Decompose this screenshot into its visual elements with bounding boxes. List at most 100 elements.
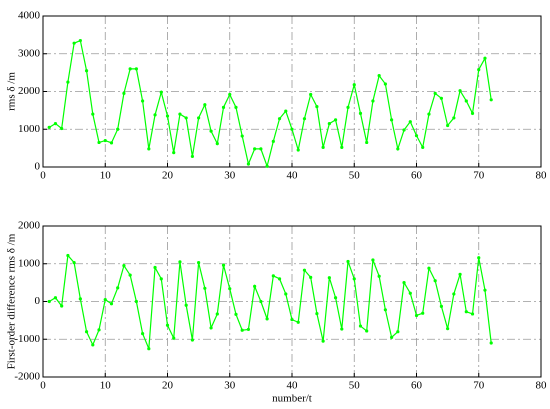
data-point bbox=[321, 339, 325, 343]
data-point bbox=[327, 276, 331, 280]
data-point bbox=[346, 259, 350, 264]
data-point bbox=[371, 99, 375, 103]
data-point bbox=[165, 323, 170, 327]
data-point bbox=[284, 109, 288, 113]
data-point bbox=[333, 296, 338, 300]
data-point bbox=[377, 74, 381, 78]
x-tick-label: 0 bbox=[40, 170, 46, 182]
data-point bbox=[290, 318, 294, 322]
data-point bbox=[84, 330, 89, 334]
data-point bbox=[358, 324, 363, 328]
data-point bbox=[377, 274, 381, 278]
data-point bbox=[271, 274, 275, 278]
data-point bbox=[277, 277, 282, 281]
data-point bbox=[439, 304, 443, 309]
data-point bbox=[47, 299, 51, 304]
x-axis-label: number/t bbox=[272, 393, 312, 405]
data-point bbox=[433, 91, 437, 95]
data-point bbox=[296, 320, 300, 324]
data-point bbox=[402, 281, 406, 285]
data-point bbox=[72, 41, 76, 45]
data-point bbox=[483, 288, 487, 292]
y-tick-label: 4000 bbox=[18, 10, 41, 22]
data-point bbox=[489, 98, 493, 102]
data-point bbox=[103, 298, 107, 302]
data-point bbox=[296, 148, 300, 152]
data-point bbox=[215, 312, 219, 316]
data-point bbox=[153, 113, 157, 117]
data-point bbox=[91, 343, 95, 347]
data-point bbox=[165, 114, 170, 118]
data-point bbox=[215, 141, 219, 146]
data-point bbox=[53, 296, 58, 300]
y-tick-label: 2000 bbox=[18, 85, 41, 97]
data-point bbox=[72, 261, 76, 265]
data-point bbox=[109, 302, 114, 306]
x-tick-label: 70 bbox=[473, 380, 485, 392]
data-point bbox=[116, 127, 120, 131]
data-point bbox=[122, 264, 126, 268]
data-point bbox=[352, 277, 356, 281]
data-point bbox=[396, 330, 400, 334]
data-point bbox=[259, 147, 263, 151]
data-point bbox=[240, 328, 244, 332]
data-point bbox=[427, 112, 431, 116]
data-point bbox=[66, 253, 70, 258]
data-point bbox=[408, 291, 412, 295]
data-point bbox=[190, 338, 194, 342]
data-point bbox=[309, 275, 313, 279]
data-point bbox=[128, 273, 132, 277]
data-point bbox=[78, 297, 82, 301]
data-point bbox=[228, 287, 232, 291]
x-tick-label: 50 bbox=[349, 380, 361, 392]
data-point bbox=[197, 116, 201, 120]
data-point bbox=[321, 145, 325, 149]
data-point bbox=[203, 103, 207, 107]
data-point bbox=[302, 117, 307, 121]
data-point bbox=[452, 116, 456, 120]
data-point bbox=[47, 125, 51, 129]
data-point bbox=[53, 121, 58, 126]
data-point bbox=[302, 268, 307, 272]
data-point bbox=[184, 303, 188, 307]
data-point bbox=[134, 67, 138, 71]
x-tick-label: 60 bbox=[411, 170, 423, 182]
data-point bbox=[390, 118, 394, 122]
data-point bbox=[84, 69, 89, 73]
data-point bbox=[246, 327, 251, 332]
data-point bbox=[358, 111, 363, 115]
data-point bbox=[458, 89, 462, 93]
data-line bbox=[48, 39, 492, 169]
data-point bbox=[122, 91, 126, 95]
data-point bbox=[265, 164, 269, 168]
plot-frame bbox=[42, 225, 542, 378]
data-point bbox=[153, 265, 157, 270]
data-point bbox=[340, 145, 344, 149]
data-point bbox=[234, 105, 238, 109]
data-point bbox=[91, 112, 95, 116]
data-point bbox=[315, 105, 319, 109]
data-point bbox=[60, 126, 64, 131]
data-point bbox=[190, 154, 194, 159]
data-point bbox=[340, 327, 344, 331]
y-tick-label: -2000 bbox=[14, 371, 40, 383]
data-point bbox=[483, 56, 487, 60]
data-point bbox=[178, 112, 182, 116]
x-tick-label: 40 bbox=[287, 170, 299, 182]
x-tick-label: 70 bbox=[473, 170, 485, 182]
data-point bbox=[178, 260, 182, 264]
data-point bbox=[234, 312, 238, 316]
data-point bbox=[209, 326, 213, 330]
data-point bbox=[66, 80, 70, 84]
data-point bbox=[408, 120, 412, 124]
y-tick-label: 0 bbox=[35, 295, 41, 307]
data-point bbox=[464, 99, 468, 103]
data-point bbox=[240, 134, 244, 138]
data-point bbox=[402, 128, 406, 132]
data-point bbox=[414, 313, 419, 318]
x-tick-label: 10 bbox=[100, 170, 112, 182]
data-point bbox=[284, 292, 288, 296]
data-point bbox=[315, 311, 319, 316]
x-tick-label: 10 bbox=[100, 380, 112, 392]
data-point bbox=[333, 118, 338, 122]
